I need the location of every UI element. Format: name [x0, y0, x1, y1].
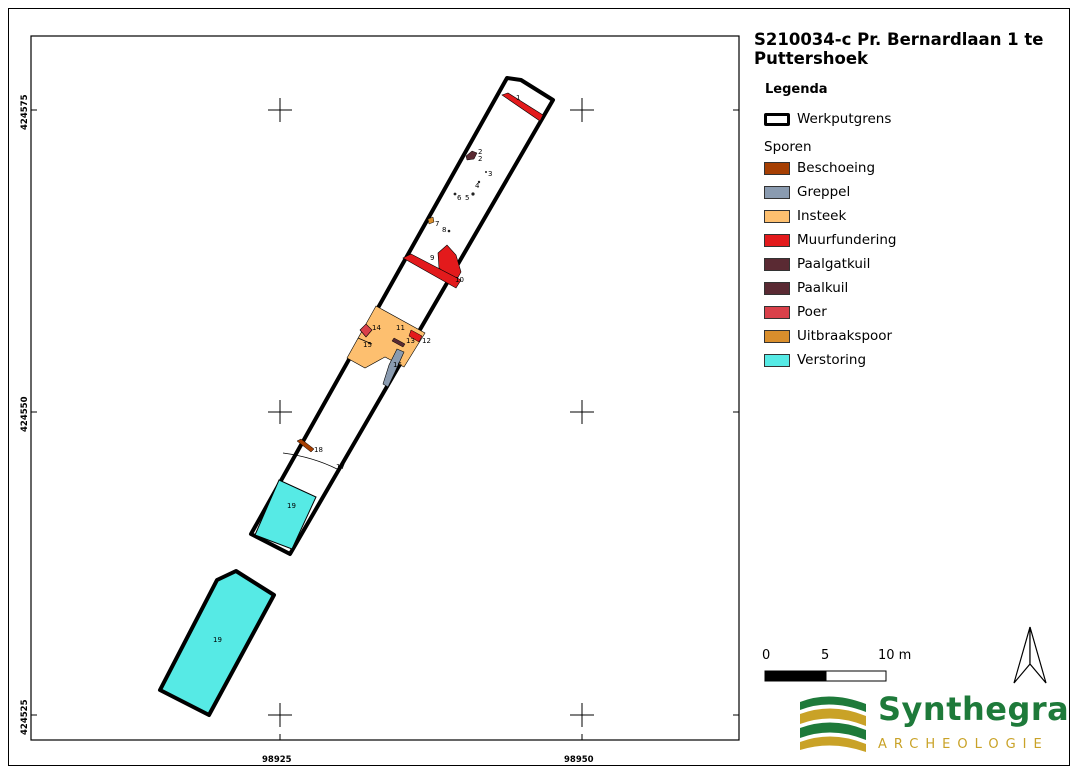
feature-number: 15	[363, 341, 372, 349]
feature-number: 8	[442, 226, 446, 234]
map-title: S210034-c Pr. Bernardlaan 1 te Puttersho…	[754, 30, 1044, 68]
legend-label: Greppel	[797, 184, 851, 200]
legend-swatch	[764, 329, 790, 343]
grid-cross	[570, 98, 594, 122]
legend-swatch	[764, 112, 790, 126]
legend-swatch	[764, 233, 790, 247]
feature-line-17	[282, 452, 338, 470]
legend-swatch	[764, 353, 790, 367]
legend-item: Poer	[764, 302, 827, 322]
scale-label: 0	[762, 648, 771, 663]
y-coord-label: 424575	[20, 94, 30, 130]
grid-cross	[268, 400, 292, 424]
legend-group-label: Sporen	[764, 139, 812, 155]
feature-number: 17	[336, 463, 345, 471]
legend-label: Muurfundering	[797, 232, 897, 248]
legend-label: Werkputgrens	[797, 111, 892, 127]
feature-paalgatkuil	[391, 337, 406, 348]
verstoring-upper	[254, 479, 317, 550]
legend-item-werkputgrens: Werkputgrens	[764, 109, 891, 129]
feature-number: 6	[457, 194, 462, 202]
logo-name: Synthegra	[878, 690, 1070, 728]
feature-number: 19	[213, 636, 222, 644]
legend-label: Beschoeing	[797, 160, 876, 176]
feature-insteek	[346, 305, 426, 369]
logo-mark	[800, 696, 866, 752]
feature-poer	[359, 323, 373, 338]
x-coord-label: 98950	[564, 755, 594, 765]
feature-number: 2	[478, 155, 482, 163]
grid-crosses	[268, 98, 594, 727]
feature-greppel	[382, 348, 405, 388]
coord-labels: 98925 98950 424575 424550 424525	[20, 94, 594, 765]
feature-number: 4	[475, 182, 480, 190]
legend-label: Verstoring	[797, 352, 867, 368]
grid-ticks	[31, 109, 739, 740]
legend-swatch	[764, 257, 790, 271]
feature-number: 12	[422, 337, 431, 345]
feature-number: 3	[488, 170, 492, 178]
legend-item: Uitbraakspoor	[764, 326, 892, 346]
scale-label: 5	[821, 648, 830, 663]
feature-number: 9	[430, 254, 434, 262]
feature-number: 13	[406, 337, 415, 345]
feature-beschoeing	[296, 438, 315, 453]
logo-subtitle: ARCHEOLOGIE	[878, 737, 1049, 752]
feature-number: 19	[287, 502, 296, 510]
y-coord-label: 424525	[20, 699, 30, 735]
feature-number: 18	[314, 446, 323, 454]
werkput-lower	[158, 569, 276, 717]
legend-item: Muurfundering	[764, 230, 896, 250]
legend-swatch	[764, 305, 790, 319]
legend-swatch	[764, 281, 790, 295]
map-neatline	[30, 35, 740, 741]
legend-swatch	[764, 185, 790, 199]
feature-number: 7	[435, 220, 439, 228]
grid-cross	[570, 703, 594, 727]
scale-bar	[764, 670, 887, 682]
legend-swatch	[764, 161, 790, 175]
legend-label: Poer	[797, 304, 827, 320]
feature-paalkuil	[465, 150, 478, 161]
feature-number: 2	[478, 148, 482, 156]
feature-number: 11	[396, 324, 405, 332]
feature-number: 16	[393, 361, 402, 369]
legend-label: Insteek	[797, 208, 847, 224]
feature-labels: 1 2 2 3 4 5 6 7 8 9 10 11 12 13 14 15 16…	[213, 94, 520, 644]
feature-posts	[447, 171, 487, 233]
legend-item: Greppel	[764, 182, 850, 202]
grid-cross	[268, 98, 292, 122]
grid-cross	[268, 703, 292, 727]
legend-swatch	[764, 209, 790, 223]
feature-number: 10	[455, 276, 464, 284]
feature-muur-12	[408, 329, 423, 343]
feature-muurfundering	[501, 92, 544, 122]
legend-title: Legenda	[765, 82, 828, 97]
north-arrow-icon	[1013, 626, 1047, 684]
legend-item: Verstoring	[764, 350, 866, 370]
y-coord-label: 424550	[20, 396, 30, 432]
grid-cross	[570, 400, 594, 424]
legend-label: Paalgatkuil	[797, 256, 871, 272]
legend-item: Insteek	[764, 206, 846, 226]
feature-muurfundering-10	[402, 253, 462, 289]
map-frame	[8, 8, 1070, 766]
feature-number: 5	[465, 194, 469, 202]
legend-item: Paalkuil	[764, 278, 848, 298]
legend-item: Paalgatkuil	[764, 254, 870, 274]
feature-uitbraakspoor	[427, 216, 435, 225]
feature-number: 1	[516, 94, 520, 102]
feature-number: 14	[372, 324, 381, 332]
legend-label: Uitbraakspoor	[797, 328, 893, 344]
feature-line-15	[357, 337, 373, 345]
legend-label: Paalkuil	[797, 280, 849, 296]
legend-item: Beschoeing	[764, 158, 875, 178]
scale-label: 10 m	[878, 648, 912, 663]
x-coord-label: 98925	[262, 755, 292, 765]
werkput-main	[249, 76, 555, 556]
